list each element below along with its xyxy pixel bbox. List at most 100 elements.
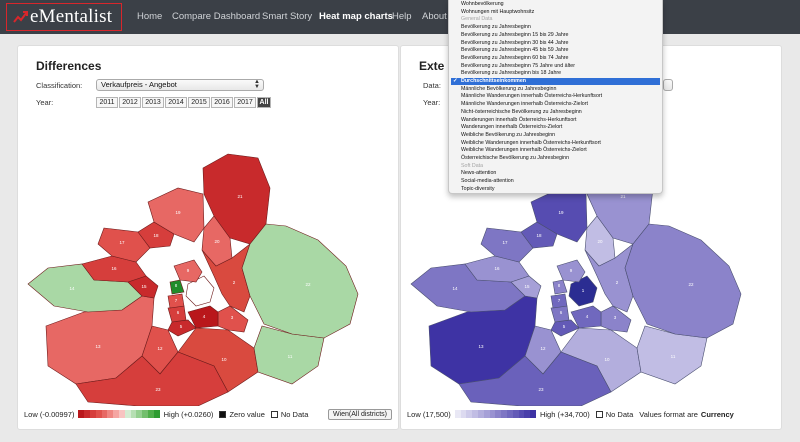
dropdown-item[interactable]: Weibliche Wanderungen innerhalb Österrei… [461, 139, 601, 146]
legend-low: Low (-0.00997) [24, 409, 75, 419]
legend-color-scale [78, 410, 160, 418]
year-button-2011[interactable]: 2011 [96, 97, 118, 108]
legend-swatch [472, 410, 478, 418]
district-18[interactable] [137, 221, 175, 249]
dropdown-item[interactable]: Nicht-österreichische Bevölkerung zu Jah… [461, 108, 582, 115]
year-button-2013[interactable]: 2013 [142, 97, 164, 108]
legend-swatch [113, 410, 120, 418]
district-label-1: 1 [199, 288, 202, 293]
nav-help[interactable]: Help [392, 11, 412, 22]
dropdown-item[interactable]: Männliche Wanderungen innerhalb Österrei… [461, 101, 588, 108]
panel-title: Exte [419, 59, 445, 73]
dropdown-item[interactable]: Bevölkerung zu Jahresbeginn 30 bis 44 Ja… [461, 39, 569, 46]
district-label-5: 5 [563, 324, 566, 329]
legend-swatch [501, 410, 507, 418]
district-label-1: 1 [582, 288, 585, 293]
district-label-2: 2 [233, 280, 236, 285]
legend-swatch [489, 410, 496, 418]
dropdown-item[interactable]: Männliche Bevölkerung zu Jahresbeginn [461, 85, 557, 92]
legend-swatch [84, 410, 91, 418]
nav-home[interactable]: Home [137, 11, 163, 22]
brand-logo[interactable]: eMentalist [6, 3, 122, 31]
dropdown-item[interactable]: Wohnungen mit Hauptwohnsitz [461, 8, 535, 15]
dropdown-item[interactable]: Weibliche Bevölkerung zu Jahresbeginn [461, 131, 556, 138]
year-button-2015[interactable]: 2015 [188, 97, 210, 108]
legend-swatch [518, 410, 525, 418]
dropdown-item[interactable]: Social-media-attention [461, 178, 514, 185]
dropdown-item[interactable]: Wohnbevölkerung [461, 1, 504, 7]
district-23[interactable] [75, 351, 229, 406]
dropdown-item[interactable]: Weibliche Wanderungen innerhalb Österrei… [461, 147, 587, 154]
district-22[interactable] [624, 223, 742, 339]
district-label-23: 23 [538, 387, 544, 392]
dropdown-item-selected[interactable]: ✓ Durchschnittseinkommen [451, 78, 660, 85]
nav-about[interactable]: About [422, 11, 447, 22]
district-18[interactable] [520, 221, 558, 249]
data-dropdown-menu: Wohnbevölkerung Wohnungen mit Hauptwohnsi… [448, 0, 663, 194]
district-label-8: 8 [558, 283, 561, 288]
district-label-12: 12 [540, 346, 546, 351]
district-label-14: 14 [452, 286, 458, 291]
legend-swatch [530, 410, 536, 418]
district-22[interactable] [241, 223, 359, 339]
dropdown-item[interactable]: Österreichische Bevölkerung zu Jahresbeg… [461, 155, 570, 161]
district-9[interactable] [173, 259, 203, 283]
dropdown-item[interactable]: Topic-diversity [461, 185, 495, 192]
district-label-5: 5 [180, 324, 183, 329]
district-label-23: 23 [155, 387, 161, 392]
no-data-swatch [270, 410, 278, 418]
dropdown-item[interactable]: News-attention [461, 170, 497, 177]
dropdown-item[interactable]: Bevölkerung zu Jahresbeginn 60 bis 74 Ja… [461, 54, 569, 61]
district-11[interactable] [253, 325, 325, 385]
wien-all-districts-button[interactable]: Wien(All districts) [327, 408, 392, 420]
dropdown-item[interactable]: Bevölkerung zu Jahresbeginn [461, 24, 531, 31]
district-19[interactable] [147, 187, 205, 243]
nav-compare-dashboard[interactable]: Compare Dashboard [172, 11, 261, 22]
district-1[interactable] [568, 275, 598, 307]
district-label-9: 9 [187, 268, 190, 273]
legend-swatch [124, 410, 131, 418]
district-label-20: 20 [597, 239, 603, 244]
dropdown-item[interactable]: Bevölkerung zu Jahresbeginn 45 bis 59 Ja… [461, 47, 569, 54]
values-format-label: Values format are [639, 409, 698, 419]
district-1[interactable] [185, 275, 215, 307]
district-4[interactable] [187, 305, 219, 329]
dropdown-item[interactable]: Wanderungen innerhalb Österreichs-Zielor… [461, 124, 563, 131]
district-11[interactable] [636, 325, 708, 385]
district-label-2: 2 [616, 280, 619, 285]
classification-value: Verkaufpreis - Angebot [101, 80, 177, 89]
district-label-8: 8 [175, 283, 178, 288]
year-button-2012[interactable]: 2012 [119, 97, 141, 108]
year-button-2014[interactable]: 2014 [165, 97, 187, 108]
legend-nodata: No Data [605, 409, 634, 419]
nav-heat-map-charts[interactable]: Heat map charts [319, 11, 393, 22]
data-select[interactable] [663, 79, 673, 91]
district-7[interactable] [550, 293, 568, 309]
year-button-2017[interactable]: 2017 [234, 97, 256, 108]
district-8[interactable] [169, 279, 185, 295]
district-label-17: 17 [502, 240, 508, 245]
nav-smart-story[interactable]: Smart Story [262, 11, 313, 22]
dropdown-item[interactable]: Männliche Wanderungen innerhalb Österrei… [461, 93, 603, 100]
legend-swatch [142, 410, 149, 418]
classification-select[interactable]: Verkaufpreis - Angebot ▲ ▼ [96, 79, 264, 91]
dropdown-item[interactable]: Bevölkerung zu Jahresbeginn 15 bis 29 Ja… [461, 31, 569, 38]
district-8[interactable] [552, 279, 568, 295]
legend-high: High (+34,700) [539, 409, 590, 419]
year-button-all[interactable]: All [257, 97, 271, 108]
district-7[interactable] [167, 293, 185, 309]
district-9[interactable] [556, 259, 586, 283]
dropdown-item[interactable]: Bevölkerung zu Jahresbeginn bis 18 Jahre [461, 70, 562, 77]
dropdown-item[interactable]: Bevölkerung zu Jahresbeginn 75 Jahre und… [461, 62, 575, 69]
dropdown-item[interactable]: Wanderungen innerhalb Österreichs-Herkun… [461, 116, 577, 123]
district-4[interactable] [570, 305, 602, 329]
district-label-16: 16 [494, 266, 500, 271]
district-23[interactable] [458, 351, 612, 406]
district-label-10: 10 [221, 357, 227, 362]
district-label-11: 11 [288, 354, 293, 359]
district-label-7: 7 [175, 298, 178, 303]
trend-line-icon [13, 11, 28, 23]
district-label-22: 22 [305, 282, 311, 287]
legend-swatch [483, 410, 490, 418]
year-button-2016[interactable]: 2016 [211, 97, 233, 108]
